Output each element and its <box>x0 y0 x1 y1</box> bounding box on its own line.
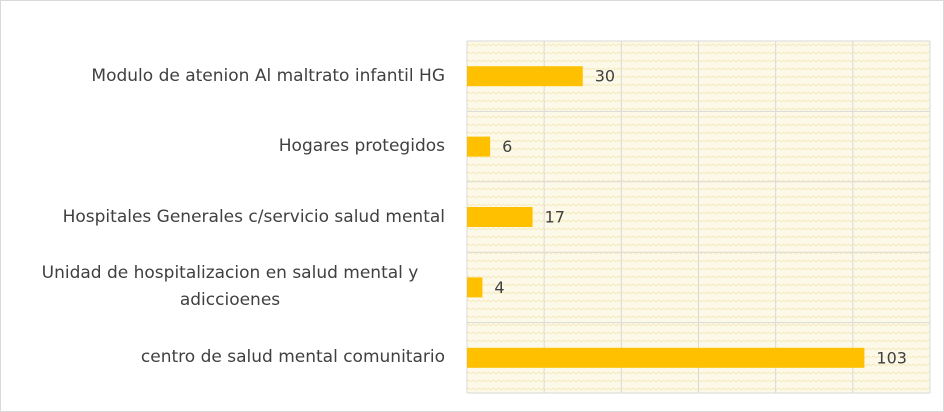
data-label: 4 <box>494 278 504 297</box>
bar <box>467 66 583 87</box>
category-label: Hospitales Generales c/servicio salud me… <box>62 206 445 227</box>
category-label-box: Modulo de atenion Al maltrato infantil H… <box>91 41 445 111</box>
category-label: Unidad de hospitalizacion en salud menta… <box>41 263 419 311</box>
category-label-box: centro de salud mental comunitario <box>141 323 445 393</box>
data-label: 17 <box>545 208 565 227</box>
bar <box>467 207 533 227</box>
category-label: Hogares protegidos <box>278 136 445 157</box>
bar <box>467 277 483 298</box>
data-label: 6 <box>502 137 512 156</box>
bar <box>467 136 491 157</box>
category-label-box: Unidad de hospitalizacion en salud menta… <box>15 252 445 322</box>
bar <box>467 347 865 368</box>
data-label: 30 <box>595 67 615 86</box>
category-label-box: Hospitales Generales c/servicio salud me… <box>63 182 445 252</box>
data-label: 103 <box>876 348 907 367</box>
category-label: centro de salud mental comunitario <box>140 347 445 368</box>
category-label-box: Hogares protegidos <box>279 112 445 182</box>
category-label: Modulo de atenion Al maltrato infantil H… <box>91 65 445 86</box>
